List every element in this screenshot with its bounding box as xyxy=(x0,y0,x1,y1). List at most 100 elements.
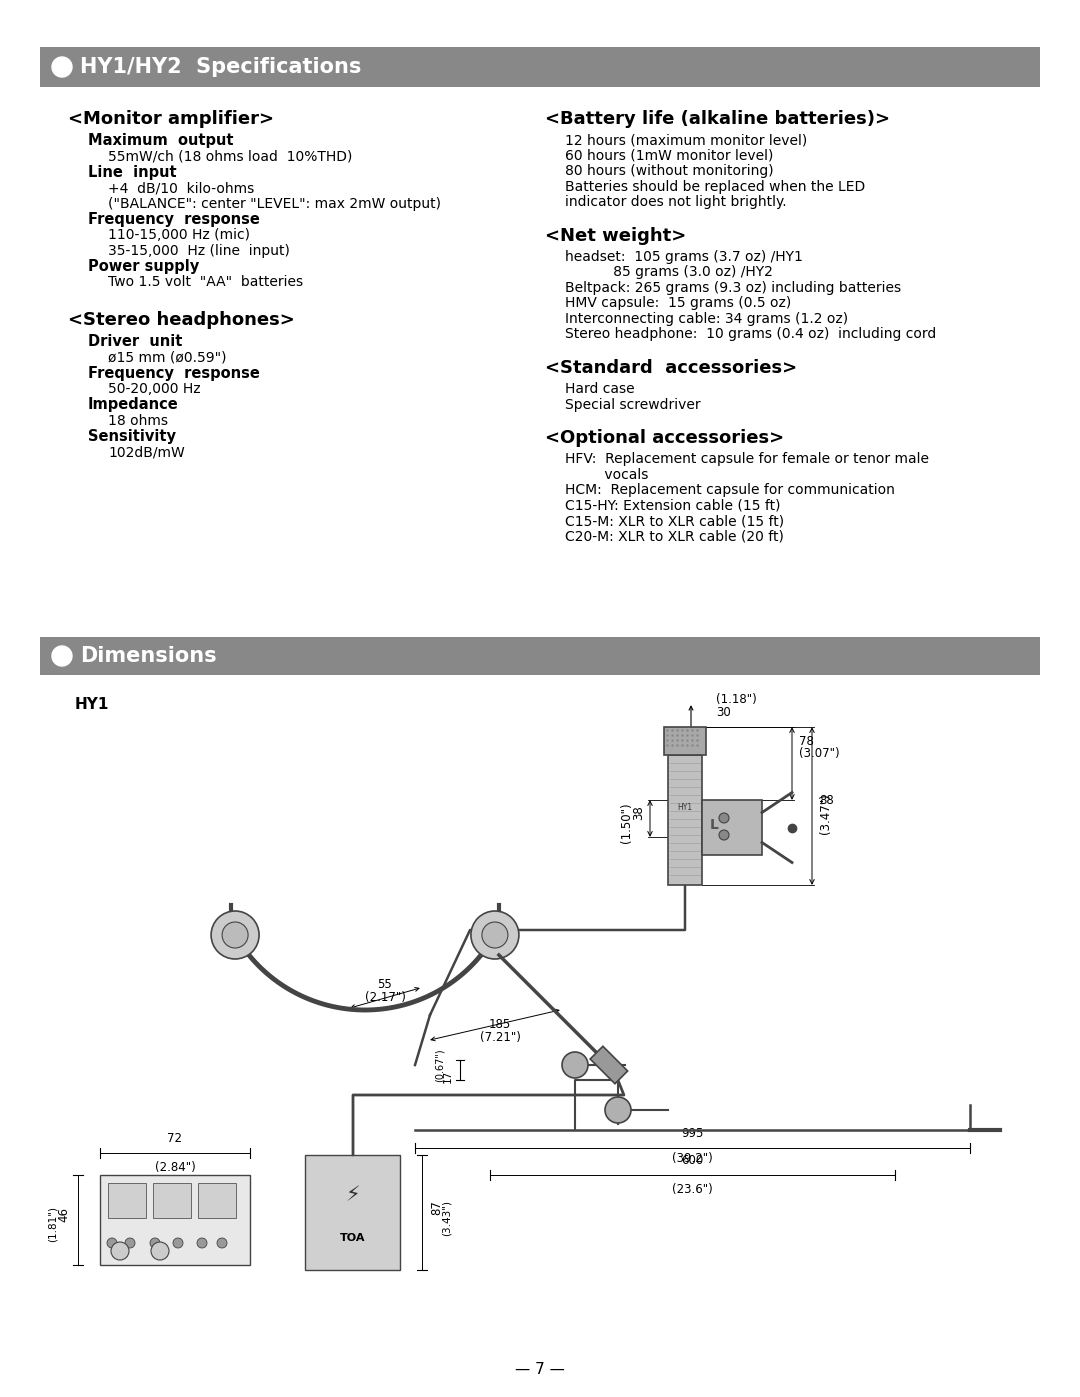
Text: (0.67"): (0.67") xyxy=(435,1048,445,1081)
Bar xyxy=(100,1175,249,1266)
Text: 50-20,000 Hz: 50-20,000 Hz xyxy=(108,381,201,395)
Text: Maximum  output: Maximum output xyxy=(87,133,233,148)
Text: — 7 —: — 7 — xyxy=(515,1362,565,1377)
Text: Power supply: Power supply xyxy=(87,260,199,274)
Circle shape xyxy=(605,1097,631,1123)
Text: (1.81"): (1.81") xyxy=(48,1206,58,1242)
Text: HY1: HY1 xyxy=(677,802,692,812)
Text: HCM:  Replacement capsule for communication: HCM: Replacement capsule for communicati… xyxy=(565,483,895,497)
Text: Frequency  response: Frequency response xyxy=(87,366,260,381)
Text: HY1: HY1 xyxy=(75,697,109,712)
Text: 102dB/mW: 102dB/mW xyxy=(108,446,185,460)
Text: Interconnecting cable: 34 grams (1.2 oz): Interconnecting cable: 34 grams (1.2 oz) xyxy=(565,312,848,326)
Text: (2.84"): (2.84") xyxy=(154,1161,195,1173)
Text: 17: 17 xyxy=(443,1069,453,1083)
Text: <Monitor amplifier>: <Monitor amplifier> xyxy=(68,110,274,129)
Text: (7.21"): (7.21") xyxy=(480,1031,521,1045)
Text: Line  input: Line input xyxy=(87,165,177,180)
Text: 80 hours (without monitoring): 80 hours (without monitoring) xyxy=(565,165,773,179)
Text: (3.47"): (3.47") xyxy=(819,793,832,834)
Text: 18 ohms: 18 ohms xyxy=(108,414,168,427)
Text: 35-15,000  Hz (line  input): 35-15,000 Hz (line input) xyxy=(108,243,289,257)
Text: C15-HY: Extension cable (15 ft): C15-HY: Extension cable (15 ft) xyxy=(565,499,781,513)
Text: Frequency  response: Frequency response xyxy=(87,212,260,228)
Text: (1.18"): (1.18") xyxy=(716,693,757,707)
Bar xyxy=(153,1183,191,1218)
Text: Impedance: Impedance xyxy=(87,398,179,412)
Circle shape xyxy=(562,1052,588,1078)
Text: 55mW/ch (18 ohms load  10%THD): 55mW/ch (18 ohms load 10%THD) xyxy=(108,149,352,163)
Text: Batteries should be replaced when the LED: Batteries should be replaced when the LE… xyxy=(565,180,865,194)
Circle shape xyxy=(151,1242,168,1260)
Text: (23.6"): (23.6") xyxy=(672,1183,713,1196)
Circle shape xyxy=(52,645,72,666)
Text: Stereo headphone:  10 grams (0.4 oz)  including cord: Stereo headphone: 10 grams (0.4 oz) incl… xyxy=(565,327,936,341)
Text: 185: 185 xyxy=(489,1018,511,1031)
Circle shape xyxy=(482,922,508,949)
Text: 12 hours (maximum monitor level): 12 hours (maximum monitor level) xyxy=(565,133,807,147)
Circle shape xyxy=(197,1238,207,1248)
Bar xyxy=(664,726,706,754)
Bar xyxy=(702,800,762,855)
Text: +4  dB/10  kilo-ohms: +4 dB/10 kilo-ohms xyxy=(108,182,254,196)
Text: <Battery life (alkaline batteries)>: <Battery life (alkaline batteries)> xyxy=(545,110,890,129)
Text: 38: 38 xyxy=(632,805,645,820)
Circle shape xyxy=(211,911,259,958)
Text: (2.17"): (2.17") xyxy=(365,990,405,1003)
Text: indicator does not light brightly.: indicator does not light brightly. xyxy=(565,196,786,210)
Text: ("BALANCE": center "LEVEL": max 2mW output): ("BALANCE": center "LEVEL": max 2mW outp… xyxy=(108,197,441,211)
Circle shape xyxy=(471,911,518,958)
Text: TOA: TOA xyxy=(340,1232,365,1243)
Bar xyxy=(40,637,1040,675)
Text: 110-15,000 Hz (mic): 110-15,000 Hz (mic) xyxy=(108,228,249,242)
Text: (39.2"): (39.2") xyxy=(672,1153,713,1165)
Circle shape xyxy=(52,57,72,77)
Text: 85 grams (3.0 oz) /HY2: 85 grams (3.0 oz) /HY2 xyxy=(565,265,773,279)
Bar xyxy=(108,1183,146,1218)
Circle shape xyxy=(719,830,729,840)
Text: 87: 87 xyxy=(430,1200,443,1215)
Text: 995: 995 xyxy=(680,1127,703,1140)
Text: (3.07"): (3.07") xyxy=(799,747,839,760)
Text: <Stereo headphones>: <Stereo headphones> xyxy=(68,312,295,328)
Text: L: L xyxy=(710,817,719,831)
Circle shape xyxy=(217,1238,227,1248)
Text: vocals: vocals xyxy=(565,468,648,482)
Text: headset:  105 grams (3.7 oz) /HY1: headset: 105 grams (3.7 oz) /HY1 xyxy=(565,250,802,264)
Text: <Optional accessories>: <Optional accessories> xyxy=(545,429,784,447)
Text: HMV capsule:  15 grams (0.5 oz): HMV capsule: 15 grams (0.5 oz) xyxy=(565,296,792,310)
Text: Sensitivity: Sensitivity xyxy=(87,429,176,444)
Circle shape xyxy=(719,813,729,823)
Text: <Net weight>: <Net weight> xyxy=(545,226,686,244)
Text: 78: 78 xyxy=(799,735,814,747)
Text: Driver  unit: Driver unit xyxy=(87,334,183,349)
Bar xyxy=(669,754,702,886)
Text: (3.43"): (3.43") xyxy=(442,1200,453,1235)
Text: Special screwdriver: Special screwdriver xyxy=(565,398,701,412)
Text: ⚡: ⚡ xyxy=(346,1185,360,1206)
Bar xyxy=(198,1183,237,1218)
Text: 600: 600 xyxy=(680,1154,703,1166)
Text: 55: 55 xyxy=(378,978,392,992)
Text: 30: 30 xyxy=(716,705,731,718)
Text: (1.50"): (1.50") xyxy=(620,802,633,842)
Circle shape xyxy=(111,1242,129,1260)
Text: Two 1.5 volt  "AA"  batteries: Two 1.5 volt "AA" batteries xyxy=(108,275,303,289)
Text: 72: 72 xyxy=(167,1132,183,1146)
Text: C15-M: XLR to XLR cable (15 ft): C15-M: XLR to XLR cable (15 ft) xyxy=(565,514,784,528)
Text: Beltpack: 265 grams (9.3 oz) including batteries: Beltpack: 265 grams (9.3 oz) including b… xyxy=(565,281,901,295)
Circle shape xyxy=(173,1238,183,1248)
Bar xyxy=(40,47,1040,87)
Text: Hard case: Hard case xyxy=(565,383,635,397)
Text: 60 hours (1mW monitor level): 60 hours (1mW monitor level) xyxy=(565,148,773,162)
Text: C20-M: XLR to XLR cable (20 ft): C20-M: XLR to XLR cable (20 ft) xyxy=(565,529,784,543)
Circle shape xyxy=(222,922,248,949)
Text: 88: 88 xyxy=(819,795,834,807)
Bar xyxy=(305,1155,400,1270)
Text: ø15 mm (ø0.59"): ø15 mm (ø0.59") xyxy=(108,351,227,365)
Text: 46: 46 xyxy=(57,1207,70,1221)
Text: HY1/HY2  Specifications: HY1/HY2 Specifications xyxy=(80,57,362,77)
Text: Dimensions: Dimensions xyxy=(80,645,217,666)
Text: HFV:  Replacement capsule for female or tenor male: HFV: Replacement capsule for female or t… xyxy=(565,453,929,467)
Circle shape xyxy=(150,1238,160,1248)
